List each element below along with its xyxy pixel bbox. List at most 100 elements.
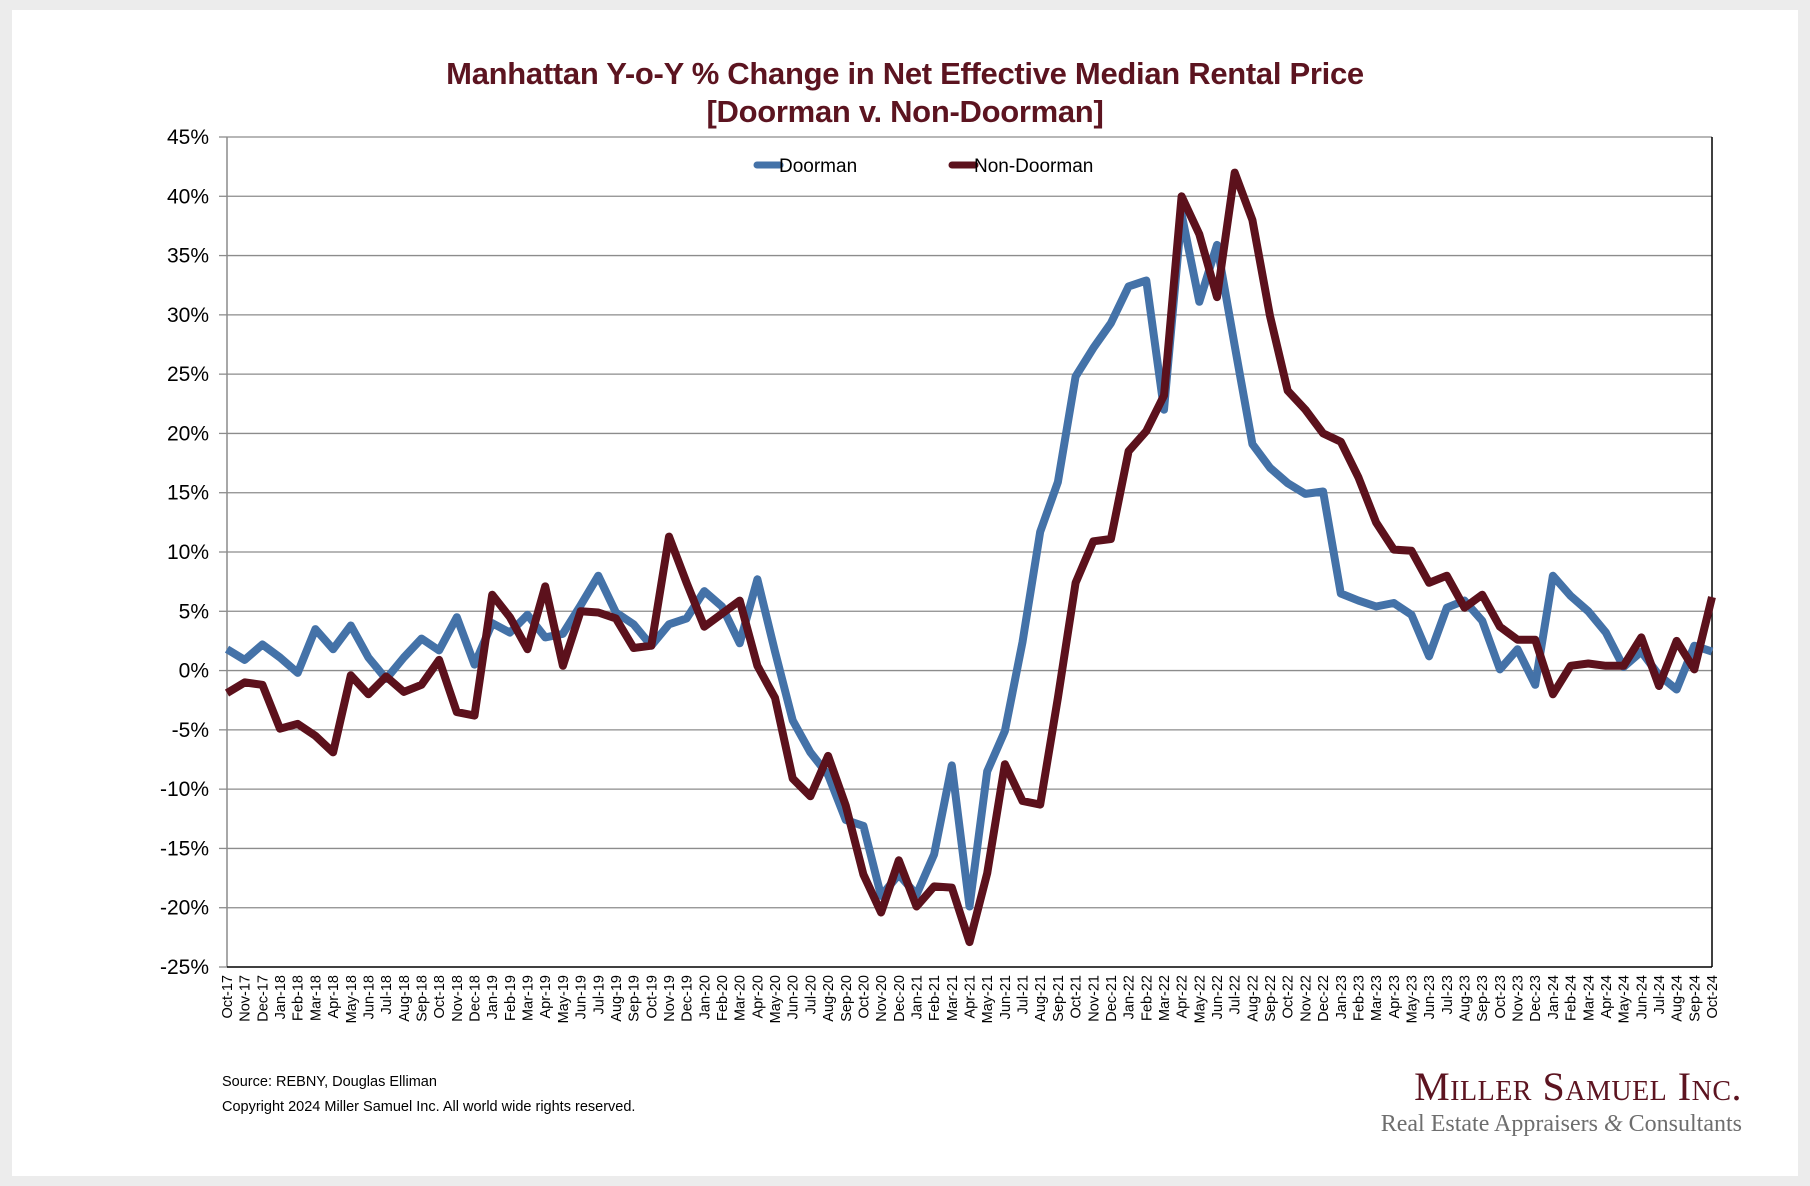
x-tick-label: Jun-22 bbox=[1210, 975, 1226, 1019]
x-tick-label: Apr-20 bbox=[750, 975, 766, 1019]
x-tick-label: Sep-19 bbox=[627, 975, 643, 1022]
chart-title: Manhattan Y-o-Y % Change in Net Effectiv… bbox=[12, 55, 1798, 131]
x-tick-label: Apr-21 bbox=[963, 975, 979, 1019]
x-tick-label: Feb-18 bbox=[291, 975, 307, 1021]
x-tick-label: Jan-19 bbox=[485, 975, 501, 1019]
x-tick-label: Nov-21 bbox=[1086, 975, 1102, 1022]
x-tick-label: Apr-19 bbox=[538, 975, 554, 1019]
x-tick-label: Aug-22 bbox=[1245, 975, 1261, 1022]
y-tick-label: -15% bbox=[160, 837, 209, 860]
x-tick-label: Mar-19 bbox=[521, 975, 537, 1021]
x-tick-label: Oct-24 bbox=[1705, 975, 1721, 1019]
x-tick-label: Feb-20 bbox=[715, 975, 731, 1021]
x-tick-label: Jul-22 bbox=[1228, 975, 1244, 1015]
y-tick-label: -20% bbox=[160, 897, 209, 920]
x-tick-label: Jun-18 bbox=[361, 975, 377, 1019]
x-tick-label: Aug-21 bbox=[1033, 975, 1049, 1022]
x-tick-label: Oct-21 bbox=[1069, 975, 1085, 1019]
x-tick-label: Jun-19 bbox=[574, 975, 590, 1019]
legend-label: Non-Doorman bbox=[974, 156, 1093, 177]
logo-company-name: Miller Samuel Inc. bbox=[1414, 1064, 1742, 1109]
x-tick-label: Dec-18 bbox=[468, 975, 484, 1022]
series-line-doorman bbox=[224, 210, 1714, 911]
x-tick-label: Oct-17 bbox=[220, 975, 236, 1019]
x-tick-label: Jul-23 bbox=[1440, 975, 1456, 1015]
logo-ampersand: & bbox=[1603, 1111, 1623, 1137]
y-tick-label: 25% bbox=[167, 363, 209, 386]
x-tick-label: Jun-24 bbox=[1634, 975, 1650, 1019]
x-tick-label: Aug-23 bbox=[1458, 975, 1474, 1022]
x-tick-label: Sep-18 bbox=[414, 975, 430, 1022]
x-tick-label: Nov-17 bbox=[238, 975, 254, 1022]
x-tick-label: Oct-19 bbox=[644, 975, 660, 1019]
y-tick-label: 35% bbox=[167, 245, 209, 268]
y-tick-label: 15% bbox=[167, 482, 209, 505]
chart-card: Manhattan Y-o-Y % Change in Net Effectiv… bbox=[12, 10, 1798, 1176]
company-logo: Miller Samuel Inc. Real Estate Appraiser… bbox=[1362, 1065, 1742, 1139]
x-tick-label: Mar-24 bbox=[1581, 975, 1597, 1021]
x-tick-label: Nov-18 bbox=[450, 975, 466, 1022]
x-tick-label: Jul-24 bbox=[1652, 975, 1668, 1015]
x-tick-label: May-23 bbox=[1404, 975, 1420, 1023]
x-tick-label: Jan-21 bbox=[909, 975, 925, 1019]
x-tick-label: Aug-18 bbox=[397, 975, 413, 1022]
logo-tagline: Real Estate Appraisers & Consultants bbox=[1362, 1109, 1742, 1139]
x-tick-label: Sep-20 bbox=[839, 975, 855, 1022]
x-tick-label: Dec-22 bbox=[1316, 975, 1332, 1022]
x-tick-label: Jul-21 bbox=[1016, 975, 1032, 1015]
x-tick-label: Dec-20 bbox=[892, 975, 908, 1022]
x-tick-label: Jan-18 bbox=[273, 975, 289, 1019]
x-tick-label: Dec-23 bbox=[1528, 975, 1544, 1022]
x-tick-label: Jun-21 bbox=[998, 975, 1014, 1019]
y-tick-label: -10% bbox=[160, 778, 209, 801]
chart-subtitle: [Doorman v. Non-Doorman] bbox=[706, 94, 1104, 129]
x-tick-label: Sep-24 bbox=[1687, 975, 1703, 1022]
copyright-note: Copyright 2024 Miller Samuel Inc. All wo… bbox=[222, 1099, 636, 1115]
x-tick-label: Jul-19 bbox=[591, 975, 607, 1015]
x-tick-label: Dec-17 bbox=[255, 975, 271, 1022]
x-tick-label: Mar-22 bbox=[1157, 975, 1173, 1021]
y-tick-label: 10% bbox=[167, 541, 209, 564]
x-tick-label: Dec-21 bbox=[1104, 975, 1120, 1022]
x-tick-label: Mar-21 bbox=[945, 975, 961, 1021]
y-tick-label: -5% bbox=[172, 719, 209, 742]
y-tick-label: 40% bbox=[167, 185, 209, 208]
x-tick-label: Jan-20 bbox=[697, 975, 713, 1019]
legend-label: Doorman bbox=[779, 156, 857, 177]
line-chart: 45% 40% 35% 30% 25% 20% 15% 10% 5% 0% -5% -10% -15% -… bbox=[160, 126, 1721, 1023]
x-tick-label: May-22 bbox=[1192, 975, 1208, 1023]
x-tick-label: Aug-19 bbox=[609, 975, 625, 1022]
chart-title-line1: Manhattan Y-o-Y % Change in Net Effectiv… bbox=[446, 56, 1364, 91]
y-tick-label: 30% bbox=[167, 304, 209, 327]
x-tick-label: Feb-23 bbox=[1351, 975, 1367, 1021]
footer: Source: REBNY, Douglas Elliman Copyright… bbox=[222, 1070, 635, 1120]
x-tick-label: Feb-19 bbox=[503, 975, 519, 1021]
series-line-non-doorman bbox=[224, 168, 1716, 947]
x-tick-label: Jul-20 bbox=[803, 975, 819, 1015]
x-tick-label: May-18 bbox=[344, 975, 360, 1023]
x-tick-label: Dec-19 bbox=[680, 975, 696, 1022]
x-tick-label: Jan-23 bbox=[1334, 975, 1350, 1019]
axes bbox=[219, 136, 1713, 968]
x-tick-label: Oct-20 bbox=[856, 975, 872, 1019]
x-tick-label: Mar-23 bbox=[1369, 975, 1385, 1021]
x-tick-label: Sep-23 bbox=[1475, 975, 1491, 1022]
gridlines bbox=[227, 136, 1712, 909]
x-tick-label: Mar-20 bbox=[733, 975, 749, 1021]
legend: Doorman Non-Doorman bbox=[753, 156, 1093, 177]
source-note: Source: REBNY, Douglas Elliman bbox=[222, 1074, 437, 1090]
x-tick-label: Feb-21 bbox=[927, 975, 943, 1021]
x-tick-label: Feb-22 bbox=[1139, 975, 1155, 1021]
x-tick-label: Apr-24 bbox=[1599, 975, 1615, 1019]
x-tick-label: Nov-19 bbox=[662, 975, 678, 1022]
x-tick-label: Apr-22 bbox=[1175, 975, 1191, 1019]
x-tick-label: Jun-23 bbox=[1422, 975, 1438, 1019]
y-tick-label: 5% bbox=[179, 600, 209, 623]
x-tick-label: Nov-23 bbox=[1511, 975, 1527, 1022]
x-tick-label: Sep-22 bbox=[1263, 975, 1279, 1022]
x-tick-label: May-21 bbox=[980, 975, 996, 1023]
series-lines bbox=[224, 168, 1716, 947]
x-axis-tick-labels: Oct-17 Nov-17 Dec-17 Jan-18 Feb-18 Mar-18 Apr-… bbox=[220, 975, 1721, 1023]
x-tick-label: Feb-24 bbox=[1564, 975, 1580, 1021]
logo-tagline-text-end: Consultants bbox=[1622, 1111, 1742, 1137]
